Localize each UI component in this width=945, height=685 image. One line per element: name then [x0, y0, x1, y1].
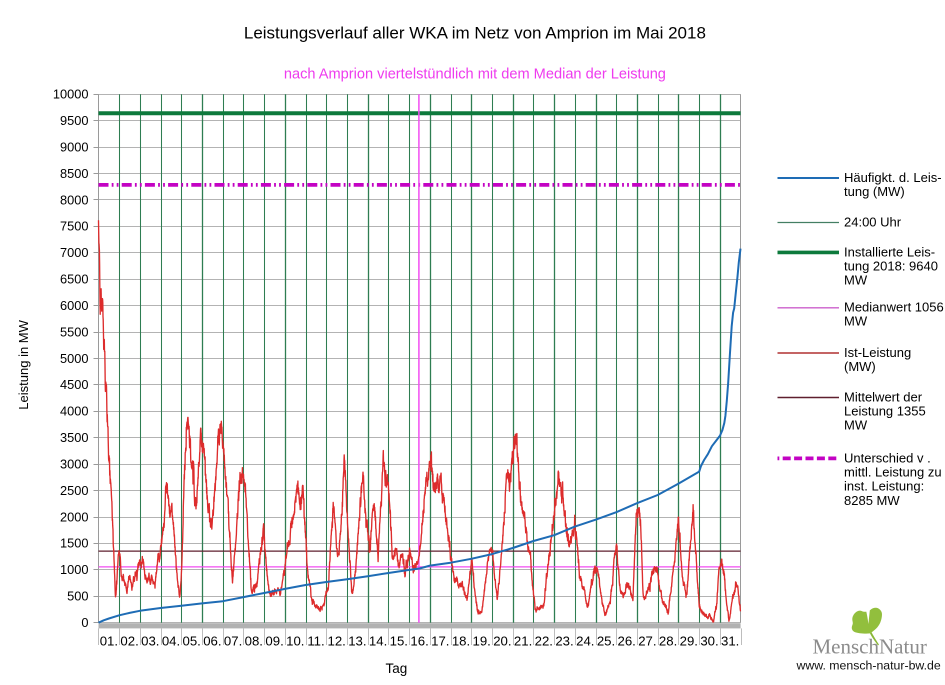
svg-text:29.: 29. [680, 634, 698, 649]
svg-text:0: 0 [81, 615, 88, 630]
svg-text:4000: 4000 [60, 404, 88, 419]
svg-text:08.: 08. [245, 634, 263, 649]
svg-text:2000: 2000 [60, 509, 88, 524]
svg-text:17.: 17. [431, 634, 449, 649]
svg-text:mittl. Leistung zu: mittl. Leistung zu [844, 465, 942, 480]
svg-text:8285 MW: 8285 MW [844, 493, 900, 508]
svg-text:500: 500 [67, 589, 88, 604]
svg-text:05.: 05. [183, 634, 201, 649]
svg-text:12.: 12. [328, 634, 346, 649]
svg-text:Tag: Tag [386, 661, 408, 676]
svg-text:11.: 11. [307, 634, 324, 649]
svg-text:2500: 2500 [60, 483, 88, 498]
svg-text:Medianwert 1056: Medianwert 1056 [844, 300, 944, 315]
svg-text:14.: 14. [369, 634, 387, 649]
svg-text:3500: 3500 [60, 430, 88, 445]
svg-text:Unterschied v .: Unterschied v . [844, 451, 931, 466]
svg-text:18.: 18. [452, 634, 470, 649]
svg-text:06.: 06. [203, 634, 221, 649]
svg-text:inst. Leistung:: inst. Leistung: [844, 479, 924, 494]
svg-text:4500: 4500 [60, 377, 88, 392]
svg-text:9500: 9500 [60, 113, 88, 128]
svg-text:3000: 3000 [60, 457, 88, 472]
svg-text:15.: 15. [390, 634, 408, 649]
svg-text:MW: MW [844, 273, 868, 288]
svg-text:Installierte Leis-: Installierte Leis- [844, 245, 935, 260]
svg-text:tung (MW): tung (MW) [844, 184, 905, 199]
svg-text:Leistung 1355: Leistung 1355 [844, 404, 926, 419]
svg-text:07.: 07. [224, 634, 242, 649]
svg-text:www. mensch-natur-bw.de: www. mensch-natur-bw.de [796, 659, 941, 673]
svg-text:26.: 26. [618, 634, 636, 649]
svg-text:04.: 04. [162, 634, 180, 649]
svg-text:23.: 23. [555, 634, 573, 649]
svg-text:Mensch: Mensch [813, 635, 880, 659]
svg-text:6500: 6500 [60, 272, 88, 287]
svg-text:01.: 01. [100, 634, 118, 649]
svg-text:20.: 20. [493, 634, 511, 649]
svg-text:21.: 21. [514, 634, 532, 649]
svg-text:tung 2018: 9640: tung 2018: 9640 [844, 259, 938, 274]
svg-text:8500: 8500 [60, 166, 88, 181]
svg-text:Leistungsverlauf aller WKA im: Leistungsverlauf aller WKA im Netz von A… [244, 24, 706, 43]
svg-text:5500: 5500 [60, 324, 88, 339]
svg-text:25.: 25. [597, 634, 615, 649]
svg-text:Ist-Leistung: Ist-Leistung [844, 345, 911, 360]
svg-text:Mittelwert der: Mittelwert der [844, 390, 923, 405]
svg-text:7000: 7000 [60, 245, 88, 260]
svg-text:(MW): (MW) [844, 359, 876, 374]
svg-text:MW: MW [844, 418, 868, 433]
svg-text:03.: 03. [141, 634, 159, 649]
svg-text:8000: 8000 [60, 192, 88, 207]
svg-text:24.: 24. [576, 634, 594, 649]
svg-text:30.: 30. [700, 634, 718, 649]
svg-text:6000: 6000 [60, 298, 88, 313]
svg-text:16.: 16. [410, 634, 428, 649]
svg-text:24:00 Uhr: 24:00 Uhr [844, 215, 902, 230]
svg-text:09.: 09. [265, 634, 283, 649]
svg-text:10.: 10. [286, 634, 304, 649]
svg-text:02.: 02. [120, 634, 138, 649]
svg-text:5000: 5000 [60, 351, 88, 366]
svg-text:10000: 10000 [53, 87, 89, 102]
svg-text:31.: 31. [721, 634, 739, 649]
svg-text:7500: 7500 [60, 219, 88, 234]
svg-text:22.: 22. [535, 634, 553, 649]
svg-text:1500: 1500 [60, 536, 88, 551]
svg-text:Natur: Natur [879, 635, 927, 659]
svg-text:Häufigkt. d. Leis-: Häufigkt. d. Leis- [844, 170, 942, 185]
svg-text:28.: 28. [659, 634, 677, 649]
svg-text:27.: 27. [638, 634, 656, 649]
svg-text:13.: 13. [348, 634, 366, 649]
svg-text:19.: 19. [473, 634, 491, 649]
svg-text:1000: 1000 [60, 562, 88, 577]
svg-text:9000: 9000 [60, 139, 88, 154]
svg-text:MW: MW [844, 314, 868, 329]
svg-text:nach Amprion viertelstündlich: nach Amprion viertelstündlich mit dem Me… [284, 66, 666, 82]
svg-text:Leistung in MW: Leistung in MW [16, 319, 31, 409]
